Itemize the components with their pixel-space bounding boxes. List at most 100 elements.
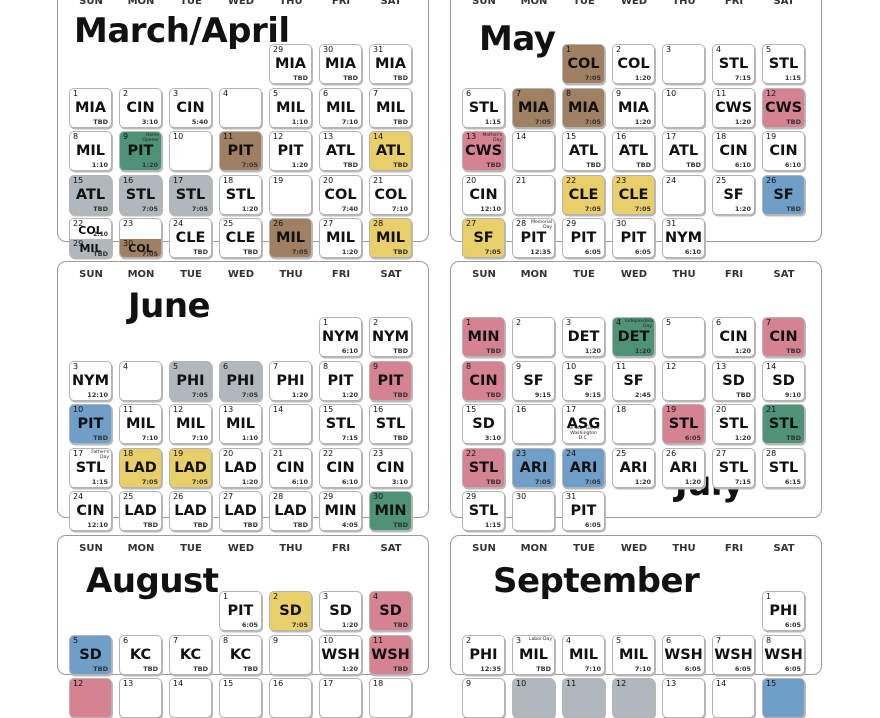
day-cell[interactable]: 21 STL TBD — [762, 404, 805, 444]
day-cell[interactable]: 19 CIN 6:10 — [762, 131, 805, 171]
day-cell[interactable]: 8 WSH 6:05 — [762, 634, 805, 675]
day-cell[interactable]: 1 NYM 6:10 — [319, 317, 362, 357]
day-cell[interactable]: 11 PIT 7:05 — [219, 131, 262, 171]
day-cell[interactable]: 31 PIT 6:05 — [562, 491, 605, 531]
day-cell[interactable]: 7 PHI 1:20 — [269, 360, 312, 401]
day-cell[interactable]: 29 PIT 6:05 — [562, 218, 605, 258]
day-cell[interactable]: 13 — [119, 678, 162, 718]
day-cell[interactable]: 12 PIT 1:20 — [269, 131, 312, 171]
day-cell[interactable]: 4 Independence Day DET 1:20 — [612, 317, 655, 357]
day-cell[interactable]: 17 ASG All-Star Game Washington D.C. — [562, 404, 605, 444]
day-cell[interactable]: 27 SF 7:05 — [462, 218, 505, 258]
day-cell[interactable]: 16 STL TBD — [369, 404, 412, 444]
day-cell[interactable]: 14 ATL TBD — [369, 131, 412, 171]
day-cell[interactable]: 16 — [512, 404, 555, 444]
day-cell[interactable]: 4 MIL 7:10 — [562, 634, 605, 675]
day-cell[interactable]: 26 LAD TBD — [169, 491, 212, 531]
day-cell[interactable]: 3 SD 1:20 — [319, 591, 362, 631]
day-cell[interactable]: 12 — [69, 678, 112, 718]
day-cell[interactable]: 3 DET 1:20 — [562, 317, 605, 357]
day-cell[interactable]: 25 ARI 1:20 — [612, 447, 655, 488]
day-cell[interactable]: 8 MIL 1:10 — [69, 131, 112, 171]
day-cell[interactable]: 2 COL 1:20 — [612, 44, 655, 84]
day-cell[interactable]: 26 SF TBD — [762, 174, 805, 215]
day-cell[interactable]: 3 NYM 12:10 — [69, 360, 112, 401]
day-cell[interactable]: 2 CIN 3:10 — [119, 87, 162, 128]
day-cell[interactable]: 20 CIN 12:10 — [462, 174, 505, 215]
day-cell[interactable]: 7 MIA 7:05 — [512, 87, 555, 128]
day-cell[interactable]: 3 CIN 5:40 — [169, 87, 212, 128]
day-cell[interactable]: 30 — [512, 491, 555, 531]
day-cell[interactable]: 18 — [369, 678, 412, 718]
day-cell[interactable]: 15 — [219, 678, 262, 718]
day-cell[interactable]: 12 MIL 7:10 — [169, 404, 212, 444]
day-cell[interactable]: 9 — [462, 678, 505, 718]
day-cell[interactable]: 4 SD TBD — [369, 591, 412, 631]
day-cell[interactable]: 23 CLE 7:05 — [612, 174, 655, 215]
day-cell[interactable]: 14 SD 9:10 — [762, 360, 805, 401]
day-cell[interactable]: 9 Home Opener PIT 1:20 — [119, 131, 162, 171]
day-cell[interactable]: 7 MIL TBD — [369, 87, 412, 128]
day-cell[interactable]: 31 MIA TBD — [369, 44, 412, 84]
day-cell[interactable]: 17 ATL TBD — [662, 131, 705, 171]
day-cell[interactable]: 25 SF 1:20 — [712, 174, 755, 215]
day-cell[interactable]: 10 — [512, 678, 555, 718]
day-cell[interactable]: 6 WSH 6:05 — [662, 634, 705, 675]
day-cell[interactable]: 18 — [612, 404, 655, 444]
day-cell[interactable]: 5 — [662, 317, 705, 357]
day-cell[interactable]: 14 — [269, 404, 312, 444]
day-cell[interactable]: 27 LAD TBD — [219, 491, 262, 531]
day-cell[interactable]: 17 — [319, 678, 362, 718]
day-cell[interactable]: 11 WSH TBD — [369, 634, 412, 675]
day-cell[interactable]: 9 PIT TBD — [369, 360, 412, 401]
day-cell[interactable]: 8 MIA 7:05 — [562, 87, 605, 128]
day-cell[interactable]: 7 KC TBD — [169, 634, 212, 675]
day-cell[interactable]: 31 NYM 6:10 — [662, 218, 705, 258]
day-cell[interactable]: 30 PIT 6:05 — [612, 218, 655, 258]
day-cell[interactable]: 10 WSH 1:20 — [319, 634, 362, 675]
day-cell[interactable]: 13 SD TBD — [712, 360, 755, 401]
day-cell[interactable]: 19 LAD 7:05 — [169, 447, 212, 488]
day-cell[interactable]: 10 SF 9:15 — [562, 360, 605, 401]
day-cell[interactable]: 23 30 COL 7:05 — [119, 218, 162, 258]
day-cell[interactable]: 15 STL 7:15 — [319, 404, 362, 444]
day-cell[interactable]: 21 CIN 6:10 — [269, 447, 312, 488]
day-cell[interactable]: 29 MIA TBD — [269, 44, 312, 84]
day-cell[interactable]: 16 — [269, 678, 312, 718]
day-cell[interactable]: 26 MIL 7:05 — [269, 218, 312, 258]
day-cell[interactable]: 27 MIL 1:20 — [319, 218, 362, 258]
day-cell[interactable]: 15 — [762, 678, 805, 718]
day-cell[interactable]: 20 LAD 1:20 — [219, 447, 262, 488]
day-cell[interactable]: 2 — [512, 317, 555, 357]
day-cell[interactable]: 29 MIN 4:05 — [319, 491, 362, 531]
day-cell[interactable]: 15 ATL TBD — [562, 131, 605, 171]
day-cell[interactable]: 11 — [562, 678, 605, 718]
day-cell[interactable]: 16 ATL TBD — [612, 131, 655, 171]
day-cell[interactable]: 22 CIN 6:10 — [319, 447, 362, 488]
day-cell[interactable]: 14 — [512, 131, 555, 171]
day-cell[interactable]: 24 — [662, 174, 705, 215]
day-cell[interactable]: 6 MIL 7:10 — [319, 87, 362, 128]
day-cell[interactable]: 2 PHI 12:35 — [462, 634, 505, 675]
day-cell[interactable]: 23 ARI 7:05 — [512, 447, 555, 488]
day-cell[interactable]: 20 COL 7:40 — [319, 174, 362, 215]
day-cell[interactable]: 13 MIL 1:10 — [219, 404, 262, 444]
day-cell[interactable]: 6 STL 1:15 — [462, 87, 505, 128]
day-cell[interactable]: 11 SF 2:45 — [612, 360, 655, 401]
day-cell[interactable]: 8 CIN TBD — [462, 360, 505, 401]
day-cell[interactable]: 6 KC TBD — [119, 634, 162, 675]
day-cell[interactable]: 10 — [662, 87, 705, 128]
day-cell[interactable]: 22 STL TBD — [462, 447, 505, 488]
day-cell[interactable]: 5 SD TBD — [69, 634, 112, 675]
day-cell[interactable]: 1 PHI 6:05 — [762, 591, 805, 631]
day-cell[interactable]: 13 Mother's Day CWS TBD — [462, 131, 505, 171]
day-cell[interactable]: 16 STL 7:05 — [119, 174, 162, 215]
day-cell[interactable]: 8 PIT 1:20 — [319, 360, 362, 401]
day-cell[interactable]: 20 STL 1:20 — [712, 404, 755, 444]
day-cell[interactable]: 1 COL 7:05 — [562, 44, 605, 84]
day-cell[interactable]: 10 — [169, 131, 212, 171]
day-cell[interactable]: 26 ARI 1:20 — [662, 447, 705, 488]
day-cell[interactable]: 13 ATL TBD — [319, 131, 362, 171]
day-cell[interactable]: 28 LAD TBD — [269, 491, 312, 531]
day-cell[interactable]: 19 — [269, 174, 312, 215]
